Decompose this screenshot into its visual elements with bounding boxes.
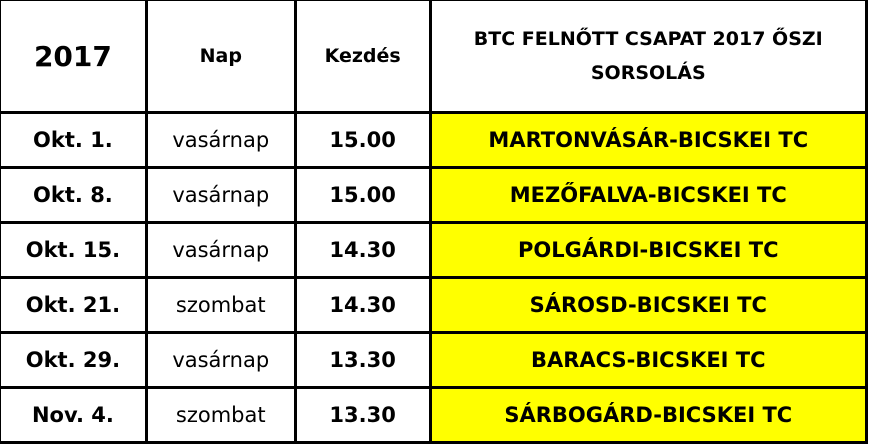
day-cell: szombat	[144, 276, 297, 334]
day-cell: szombat	[144, 386, 297, 444]
date-cell: Okt. 29.	[0, 331, 148, 389]
match-cell: MARTONVÁSÁR-BICSKEI TC	[428, 111, 869, 169]
time-cell: 13.30	[293, 386, 432, 444]
time-cell: 15.00	[293, 166, 432, 224]
table-row: Okt. 1. vasárnap 15.00 MARTONVÁSÁR-BICSKEI …	[0, 111, 869, 169]
table-row: Okt. 15. vasárnap 14.30 POLGÁRDI-BICSKEI TC	[0, 221, 869, 279]
time-cell: 14.30	[293, 221, 432, 279]
day-cell: vasárnap	[144, 331, 297, 389]
time-cell: 14.30	[293, 276, 432, 334]
date-cell: Okt. 1.	[0, 111, 148, 169]
day-cell: vasárnap	[144, 221, 297, 279]
table-row: Okt. 8. vasárnap 15.00 MEZŐFALVA-BICSKEI TC	[0, 166, 869, 224]
match-cell: BARACS-BICSKEI TC	[428, 331, 869, 389]
header-day: Nap	[144, 0, 297, 114]
day-cell: vasárnap	[144, 111, 297, 169]
table-row: Okt. 29. vasárnap 13.30 BARACS-BICSKEI TC	[0, 331, 869, 389]
table-row: Nov. 4. szombat 13.30 SÁRBOGÁRD-BICSKEI TC	[0, 386, 869, 444]
header-row: 2017 Nap Kezdés BTC FELNŐTT CSAPAT 2017 …	[0, 0, 869, 114]
date-cell: Okt. 15.	[0, 221, 148, 279]
match-cell: MEZŐFALVA-BICSKEI TC	[428, 166, 869, 224]
time-cell: 15.00	[293, 111, 432, 169]
day-cell: vasárnap	[144, 166, 297, 224]
header-title: BTC FELNŐTT CSAPAT 2017 ŐSZI SORSOLÁS	[428, 0, 869, 114]
match-cell: SÁRBOGÁRD-BICSKEI TC	[428, 386, 869, 444]
date-cell: Okt. 8.	[0, 166, 148, 224]
header-year: 2017	[0, 0, 148, 114]
date-cell: Nov. 4.	[0, 386, 148, 444]
date-cell: Okt. 21.	[0, 276, 148, 334]
table-row: Okt. 21. szombat 14.30 SÁROSD-BICSKEI TC	[0, 276, 869, 334]
match-cell: SÁROSD-BICSKEI TC	[428, 276, 869, 334]
header-start: Kezdés	[293, 0, 432, 114]
time-cell: 13.30	[293, 331, 432, 389]
match-cell: POLGÁRDI-BICSKEI TC	[428, 221, 869, 279]
